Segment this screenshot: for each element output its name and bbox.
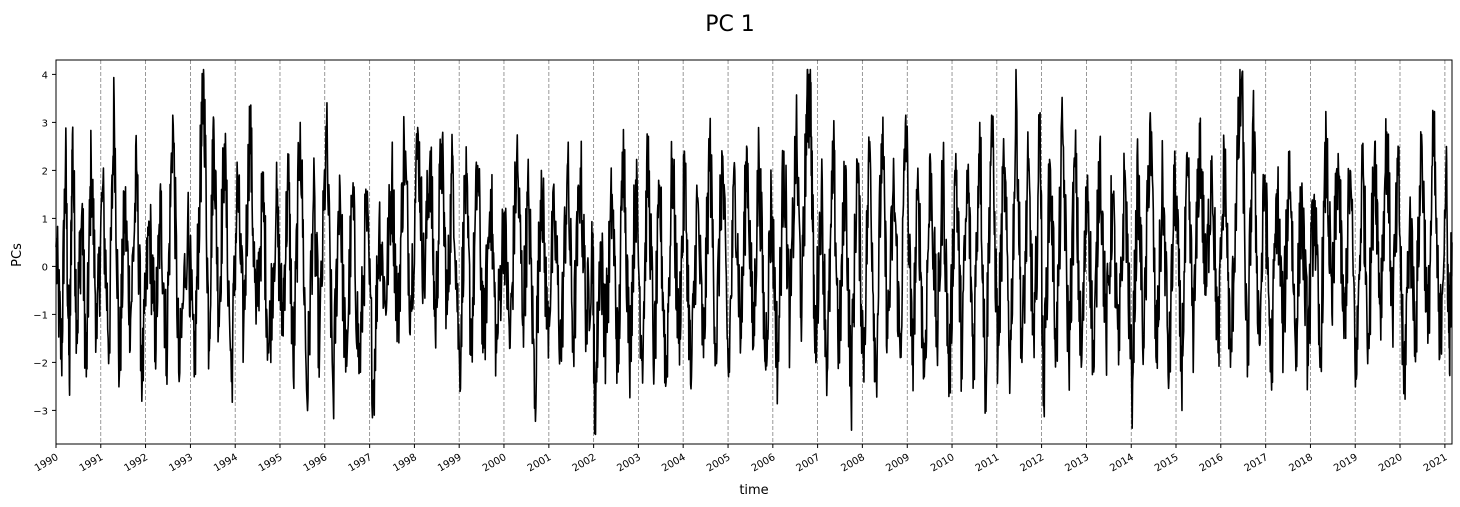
series-line-group <box>55 68 1453 436</box>
x-tick-label: 2012 <box>1019 452 1047 474</box>
x-tick-label: 2020 <box>1377 452 1405 474</box>
x-tick-label: 1999 <box>436 452 464 474</box>
x-tick-label: 2019 <box>1332 452 1360 474</box>
x-axis-label: time <box>739 483 768 498</box>
y-tick-label: 1 <box>42 214 48 225</box>
x-tick-label: 2017 <box>1243 452 1271 474</box>
x-tick-label: 2016 <box>1198 452 1226 474</box>
y-tick-label: 0 <box>42 262 48 273</box>
x-tick-label: 2011 <box>974 452 1002 474</box>
x-tick-label: 1997 <box>347 452 375 474</box>
x-tick-label: 2009 <box>884 452 912 474</box>
x-tick-label: 1993 <box>167 452 195 474</box>
x-tick-label: 2004 <box>660 452 688 474</box>
series-line <box>55 68 1453 436</box>
x-tick-label: 2007 <box>795 452 823 474</box>
x-tick-label: 2021 <box>1422 452 1450 474</box>
x-tick-label: 1992 <box>122 452 150 474</box>
x-tick-label: 1995 <box>257 452 285 474</box>
x-tick-label: 2010 <box>929 452 957 474</box>
x-tick-label: 2005 <box>705 452 733 474</box>
y-tick-label: −2 <box>33 358 48 369</box>
x-tick-label: 2006 <box>750 452 778 474</box>
x-axis: 1990 1991 1992 1993 1994 1995 1996 1997 1998 1999… <box>33 444 1449 474</box>
x-tick-label: 2013 <box>1063 452 1091 474</box>
y-tick-label: −3 <box>33 406 48 417</box>
x-tick-label: 1991 <box>78 452 106 474</box>
x-tick-label: 1994 <box>212 452 240 474</box>
y-tick-label: 3 <box>42 118 48 129</box>
y-tick-label: 2 <box>42 166 48 177</box>
x-tick-label: 1990 <box>33 452 61 474</box>
x-tick-label: 2018 <box>1287 452 1315 474</box>
x-tick-label: 2015 <box>1153 452 1181 474</box>
x-tick-label: 2008 <box>839 452 867 474</box>
x-tick-label: 2001 <box>526 452 554 474</box>
x-tick-label: 1996 <box>302 452 330 474</box>
x-tick-label: 2002 <box>571 452 599 474</box>
y-axis-label: PCs <box>10 243 25 267</box>
x-tick-label: 1998 <box>391 452 419 474</box>
x-tick-label: 2003 <box>615 452 643 474</box>
y-tick-label: −1 <box>33 310 48 321</box>
y-axis: −3 −2 −1 0 1 2 3 4 <box>33 70 56 417</box>
y-tick-label: 4 <box>42 70 48 81</box>
x-tick-label: 2014 <box>1108 452 1136 474</box>
x-tick-label: 2000 <box>481 452 509 474</box>
chart-title: PC 1 <box>705 12 755 37</box>
plot-frame <box>55 59 1453 445</box>
